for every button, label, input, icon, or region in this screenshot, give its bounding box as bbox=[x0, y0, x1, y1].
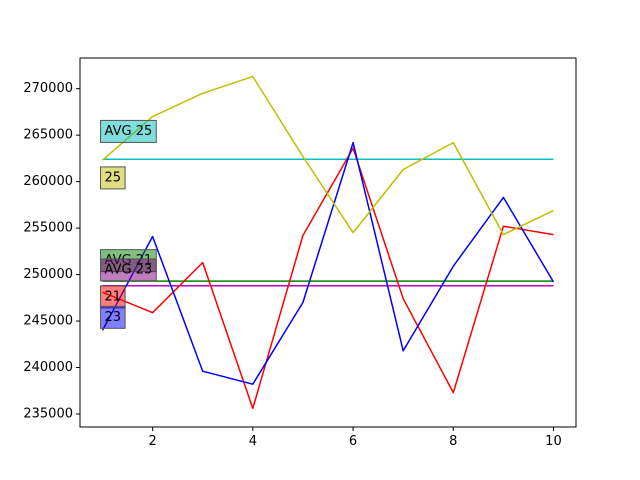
annotation-label: AVG 25 bbox=[105, 124, 153, 139]
series-lines bbox=[101, 75, 555, 410]
annotation-box bbox=[100, 119, 157, 143]
series-line-23 bbox=[101, 141, 555, 385]
annotation-5: 21 bbox=[100, 285, 126, 309]
annotation-label: 23 bbox=[105, 310, 122, 325]
annotation-label: 21 bbox=[105, 289, 122, 304]
x-tick-label: 2 bbox=[149, 434, 157, 449]
y-tick-label: 235000 bbox=[23, 406, 73, 421]
x-tick-label: 4 bbox=[249, 434, 257, 449]
annotation-4: AVG 23 bbox=[100, 258, 157, 282]
annotation-2: 25 bbox=[100, 166, 126, 190]
annotation-6: 23 bbox=[100, 305, 126, 329]
annotation-box bbox=[100, 166, 126, 190]
x-tick-label: 10 bbox=[545, 434, 562, 449]
y-tick-label: 250000 bbox=[23, 267, 73, 282]
average-lines bbox=[102, 158, 554, 287]
y-tick-label: 245000 bbox=[23, 314, 73, 329]
plot-frame bbox=[79, 57, 577, 428]
annotation-label: 25 bbox=[105, 170, 122, 185]
x-axis: 2 4 6 8 10 bbox=[149, 427, 562, 449]
annotation-box bbox=[100, 258, 157, 282]
y-tick-label: 255000 bbox=[23, 221, 73, 236]
y-tick-label: 265000 bbox=[23, 128, 73, 143]
y-tick-label: 260000 bbox=[23, 174, 73, 189]
annotation-label: AVG 23 bbox=[105, 262, 153, 277]
x-tick-label: 8 bbox=[449, 434, 457, 449]
annotation-1: AVG 25 bbox=[100, 119, 157, 143]
annotation-box bbox=[100, 305, 126, 329]
x-tick-label: 6 bbox=[349, 434, 357, 449]
y-axis: 235000 240000 245000 250000 255000 260000 2650… bbox=[23, 81, 80, 421]
series-line-21 bbox=[102, 147, 554, 410]
y-tick-label: 270000 bbox=[23, 81, 73, 96]
y-tick-label: 240000 bbox=[23, 360, 73, 375]
series-line-25 bbox=[102, 75, 554, 236]
